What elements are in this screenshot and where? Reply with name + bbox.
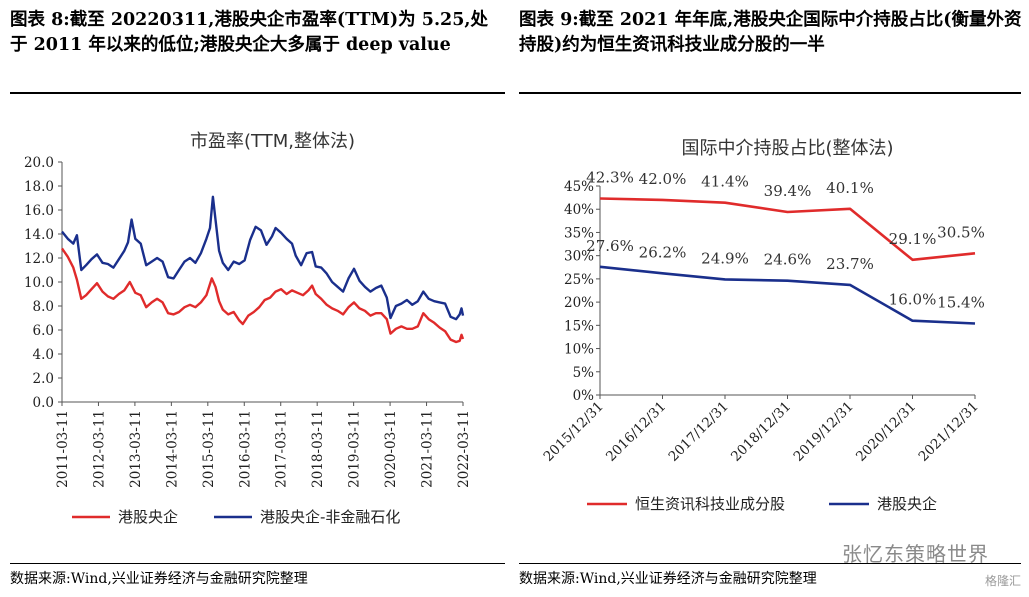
x-tick-label: 2019-03-11 xyxy=(347,410,363,488)
data-label: 42.3% xyxy=(586,169,634,187)
data-label: 27.6% xyxy=(586,237,634,255)
watermark-text: 张忆东策略世界 xyxy=(842,542,989,566)
figure-8-title: 图表 8:截至 20220311,港股央企市盈率(TTM)为 5.25,处于 2… xyxy=(10,10,488,55)
data-label: 42.0% xyxy=(639,170,687,188)
y-tick-label: 15% xyxy=(564,318,594,334)
x-tick-label: 2015/12/31 xyxy=(540,399,606,465)
pe-ratio-chart: 市盈率(TTM,整体法) 0.0 2.0 4.0 6.0 8.0 10.0 12.0 14.0 1… xyxy=(24,131,472,526)
data-label: 24.6% xyxy=(764,251,812,269)
series-line-hs-it xyxy=(599,197,976,262)
left-panel: 图表 8:截至 20220311,港股央企市盈率(TTM)为 5.25,处于 2… xyxy=(0,0,505,597)
x-tick-label: 2020/12/31 xyxy=(853,399,919,465)
legend-label: 港股央企-非金融石化 xyxy=(260,508,400,526)
y-tick-label: 16.0 xyxy=(24,203,54,219)
y-tick-label: 40% xyxy=(564,202,594,218)
chart-title: 国际中介持股占比(整体法) xyxy=(681,138,893,159)
holding-ratio-chart: 国际中介持股占比(整体法) 0% 5% 10% 15% 20% 25% 30% 35% 40% 45… xyxy=(540,138,985,513)
data-label: 16.0% xyxy=(889,291,937,309)
y-tick-label: 20% xyxy=(564,295,594,311)
series-line-central-soe-ex-fin xyxy=(61,195,465,321)
x-tick-label: 2014-03-11 xyxy=(164,410,180,488)
legend-label: 恒生资讯科技业成分股 xyxy=(635,495,785,513)
title-rule xyxy=(519,92,1021,94)
y-tick-label: 4.0 xyxy=(33,347,54,363)
y-tick-label: 14.0 xyxy=(24,227,54,243)
x-tick-label: 2011-03-11 xyxy=(55,410,71,488)
data-label: 40.1% xyxy=(826,179,874,197)
y-tick-label: 45% xyxy=(564,179,594,195)
y-tick-label: 10% xyxy=(564,342,594,358)
y-tick-label: 30% xyxy=(564,249,594,265)
right-source-note: 数据来源:Wind,兴业证券经济与金融研究院整理 xyxy=(519,571,817,587)
data-label: 41.4% xyxy=(701,173,749,191)
title-rule xyxy=(10,92,505,94)
data-label: 23.7% xyxy=(826,255,874,273)
y-tick-label: 12.0 xyxy=(24,251,54,267)
series-line-central-soe xyxy=(599,265,976,325)
y-tick-label: 6.0 xyxy=(33,323,54,339)
y-tick-label: 0% xyxy=(573,388,595,404)
left-source-note: 数据来源:Wind,兴业证券经济与金融研究院整理 xyxy=(10,571,308,587)
data-label: 24.9% xyxy=(701,249,749,267)
data-label: 26.2% xyxy=(639,243,687,261)
series-line-central-soe xyxy=(61,247,465,344)
x-tick-label: 2016/12/31 xyxy=(603,399,669,465)
source-rule xyxy=(10,563,505,564)
watermark-badge: 格隆汇 xyxy=(984,574,1021,588)
data-label: 30.5% xyxy=(937,223,985,241)
y-tick-label: 20.0 xyxy=(24,155,54,171)
y-tick-label: 18.0 xyxy=(24,179,54,195)
x-tick-label: 2017/12/31 xyxy=(665,399,731,465)
y-tick-label: 5% xyxy=(573,365,595,381)
x-tick-label: 2021/12/31 xyxy=(915,399,981,465)
x-tick-label: 2021-03-11 xyxy=(420,410,436,488)
y-tick-label: 2.0 xyxy=(33,371,54,387)
x-tick-label: 2017-03-11 xyxy=(274,410,290,488)
x-tick-label: 2013-03-11 xyxy=(128,410,144,488)
x-tick-label: 2012-03-11 xyxy=(91,410,107,488)
figure-9-title: 图表 9:截至 2021 年年底,港股央企国际中介持股占比(衡量外资持股)约为恒… xyxy=(519,10,1022,55)
data-label: 15.4% xyxy=(937,293,985,311)
y-tick-label: 35% xyxy=(564,225,594,241)
y-tick-label: 8.0 xyxy=(33,299,54,315)
x-tick-label: 2016-03-11 xyxy=(237,410,253,488)
x-tick-label: 2018/12/31 xyxy=(728,399,794,465)
x-tick-label: 2018-03-11 xyxy=(310,410,326,488)
legend-label: 港股央企 xyxy=(877,495,937,513)
x-tick-label: 2020-03-11 xyxy=(383,410,399,488)
source-rule xyxy=(519,563,1021,564)
x-tick-label: 2019/12/31 xyxy=(790,399,856,465)
y-tick-label: 0.0 xyxy=(33,395,54,411)
y-tick-label: 10.0 xyxy=(24,275,54,291)
x-tick-label: 2015-03-11 xyxy=(201,410,217,488)
y-tick-label: 25% xyxy=(564,272,594,288)
chart-title: 市盈率(TTM,整体法) xyxy=(190,131,355,152)
data-label: 39.4% xyxy=(764,182,812,200)
right-panel: 图表 9:截至 2021 年年底,港股央企国际中介持股占比(衡量外资持股)约为恒… xyxy=(517,0,1029,597)
data-label: 29.1% xyxy=(889,230,937,248)
legend-label: 港股央企 xyxy=(118,508,178,526)
x-tick-label: 2022-03-11 xyxy=(456,410,472,488)
